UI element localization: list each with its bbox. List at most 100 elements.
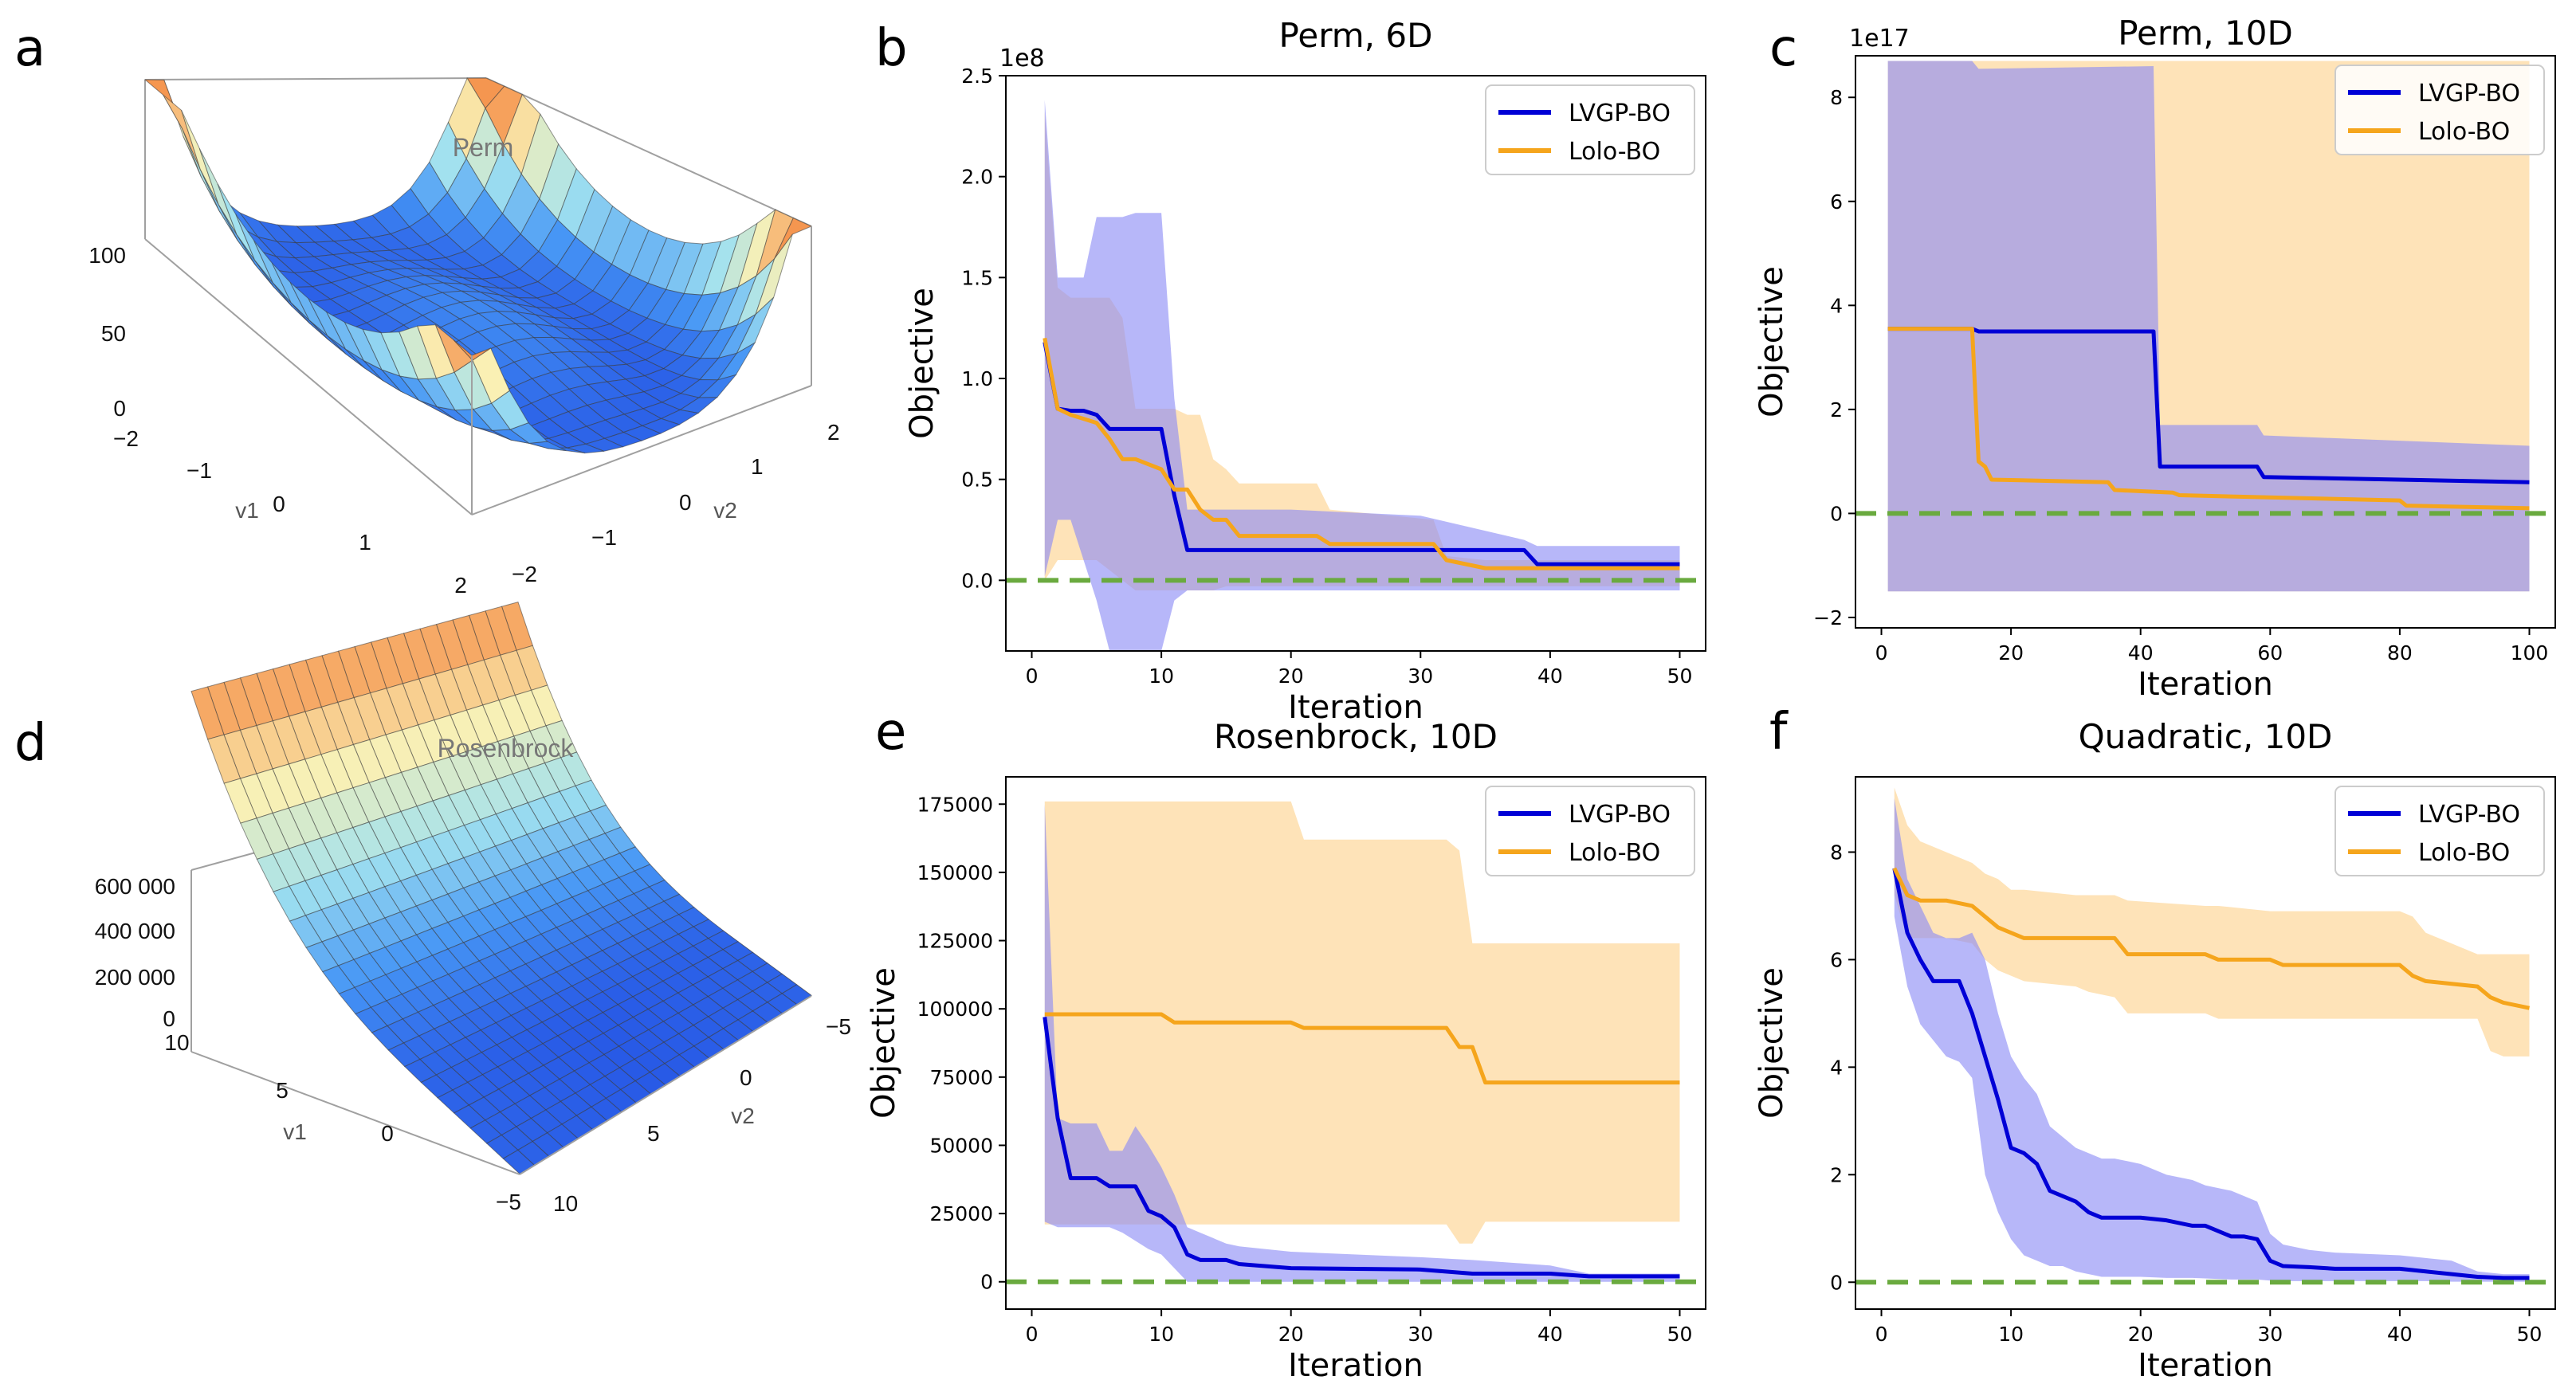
series-line-lolo-bo (1044, 1012, 1680, 1085)
y-tick-label: 125000 (917, 930, 993, 953)
x-tick-label: 80 (2387, 641, 2413, 665)
v1-tick-label: 5 (276, 1078, 289, 1103)
surface-title: Rosenbrock (438, 734, 575, 763)
v2-tick-label: −2 (512, 562, 537, 586)
x-axis-label: Iteration (1288, 689, 1423, 726)
v1-axis-label: v1 (235, 498, 259, 523)
chart-title: Quadratic, 10D (2079, 717, 2333, 756)
y-tick-label: 1.0 (961, 367, 993, 390)
v1-tick-label: 2 (454, 573, 467, 598)
panel-letter-f: f (1769, 703, 1789, 762)
v1-tick-label: 1 (359, 530, 371, 555)
y-tick-label: 8 (1830, 86, 1843, 109)
x-tick-label: 40 (1537, 665, 1563, 688)
v2-tick-label: 10 (553, 1191, 578, 1216)
series-line-lolo-bo (1892, 867, 2530, 1010)
z-tick-label: 0 (163, 1006, 175, 1031)
series-line-lolo-bo (1887, 327, 2530, 511)
z-tick-label: 0 (113, 396, 126, 421)
band-lvgp-bo (1894, 798, 2530, 1282)
y-tick-label: 6 (1830, 948, 1843, 971)
v2-tick-label: 2 (827, 420, 840, 445)
band-lolo-bo (1044, 112, 1680, 591)
y-tick-label: 2.5 (961, 65, 993, 88)
series-line-lvgp-bo (1892, 868, 2530, 1280)
y-axis-label: Objective (866, 967, 902, 1119)
y-axis-label: Objective (1753, 266, 1790, 418)
surface-patch (181, 110, 219, 205)
surface-patch (143, 79, 183, 129)
y-tick-label: 0 (1830, 502, 1843, 525)
y-axis-label: Objective (1753, 967, 1790, 1119)
band-lolo-bo (1894, 787, 2530, 1057)
v2-tick-label: 1 (751, 454, 764, 479)
plot-frame (1005, 776, 1706, 1310)
chart-title: Rosenbrock, 10D (1214, 717, 1498, 756)
v1-tick-label: 0 (273, 492, 285, 516)
panel-letter-b: b (875, 19, 908, 78)
axis-offset-text: 1e8 (999, 45, 1045, 73)
z-tick-label: 100 (88, 243, 126, 268)
y-tick-label: 100000 (917, 998, 993, 1021)
x-tick-label: 0 (1026, 1323, 1039, 1346)
y-tick-label: 0.0 (961, 569, 993, 592)
x-tick-label: 20 (1998, 641, 2024, 665)
band-lolo-bo (1044, 801, 1680, 1244)
x-tick-label: 50 (1667, 665, 1693, 688)
x-tick-label: 0 (1875, 1323, 1888, 1346)
x-tick-label: 10 (1998, 1323, 2024, 1346)
x-tick-label: 60 (2257, 641, 2283, 665)
x-tick-label: 40 (2128, 641, 2154, 665)
legend-label-lvgp-bo: LVGP-BO (1569, 801, 1671, 829)
v2-tick-label: −1 (591, 525, 617, 550)
series-line-lvgp-bo (1043, 341, 1680, 567)
chart-perm-6d: 0 10 20 30 40 50 0.0 0.5 1.0 1.5 2.0 2.5 1e8 Perm, 6D… (904, 16, 1706, 726)
panel-letter-d: d (14, 714, 47, 773)
x-tick-label: 20 (1278, 1323, 1304, 1346)
legend-label-lolo-bo: Lolo-BO (2418, 839, 2510, 867)
x-tick-label: 20 (2128, 1323, 2154, 1346)
y-tick-label: 2 (1830, 1163, 1843, 1186)
chart-title: Perm, 10D (2118, 14, 2293, 53)
chart-title: Perm, 6D (1279, 16, 1433, 55)
y-tick-label: 1.5 (961, 266, 993, 289)
legend-label-lvgp-bo: LVGP-BO (1569, 100, 1671, 127)
legend-label-lolo-bo: Lolo-BO (1569, 138, 1660, 166)
plot-frame (1005, 75, 1706, 652)
v2-tick-label: −5 (826, 1014, 851, 1039)
y-tick-label: 4 (1830, 1056, 1843, 1079)
z-tick-label: 200 000 (95, 965, 175, 990)
surface-patch (198, 148, 238, 235)
x-tick-label: 50 (1667, 1323, 1693, 1346)
y-tick-label: 4 (1830, 294, 1843, 317)
chart-rosenbrock-10d: 0 10 20 30 40 50 0 25000 50000 75000 100000 125000 1… (866, 717, 1706, 1380)
axis-offset-text: 1e17 (1849, 25, 1910, 53)
z-tick-label: 50 (101, 321, 126, 346)
y-tick-label: 75000 (929, 1066, 993, 1089)
panel-letter-e: e (875, 703, 906, 762)
v1-tick-label: 10 (164, 1030, 189, 1055)
y-tick-label: 0.5 (961, 468, 993, 492)
y-tick-label: 50000 (929, 1134, 993, 1157)
legend-label-lvgp-bo: LVGP-BO (2418, 801, 2520, 829)
surface-plot-perm: Perm 100 50 0 −2 −1 0 1 2 2 1 0 −1 −2 v1 v2 (88, 77, 840, 598)
bounding-box-edge (144, 77, 487, 80)
y-tick-label: 2.0 (961, 166, 993, 189)
bounding-box-edge (471, 385, 812, 516)
plot-frame (1855, 776, 2556, 1310)
x-tick-label: 40 (2387, 1323, 2413, 1346)
y-tick-label: 6 (1830, 190, 1843, 214)
v1-tick-label: −1 (187, 458, 212, 483)
surface-title: Perm (453, 133, 513, 162)
z-tick-label: 400 000 (95, 919, 175, 943)
v2-axis-label: v2 (713, 498, 737, 523)
x-axis-label: Iteration (2138, 666, 2273, 703)
x-tick-label: 20 (1278, 665, 1304, 688)
legend-label-lolo-bo: Lolo-BO (2418, 118, 2510, 146)
bounding-box-edge (190, 1051, 520, 1175)
bounding-box-edge (485, 77, 812, 227)
chart-perm-10d: 0 20 40 60 80 100 −2 0 2 4 6 8 1e17 Perm, 10D Iteratio… (1753, 14, 2556, 703)
v1-axis-label: v1 (283, 1119, 307, 1144)
x-axis-label: Iteration (2138, 1347, 2273, 1380)
